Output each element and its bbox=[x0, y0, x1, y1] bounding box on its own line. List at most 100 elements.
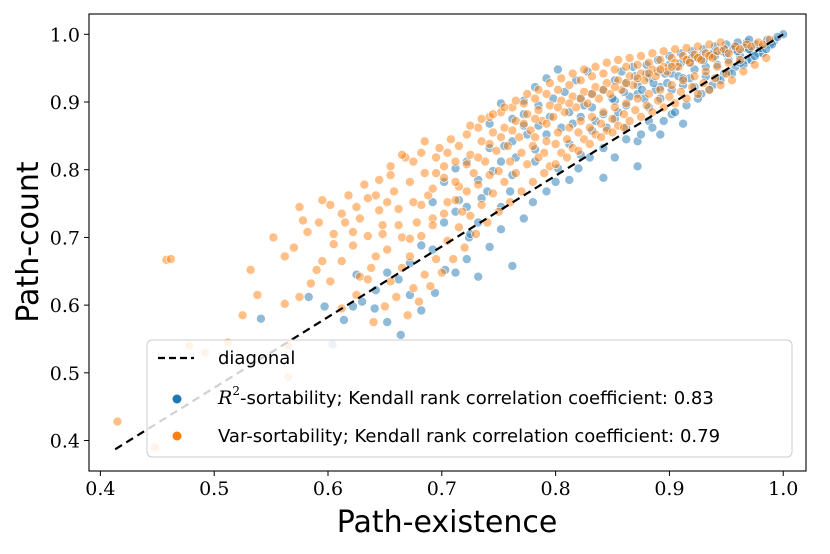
data-point bbox=[670, 107, 680, 117]
data-point bbox=[450, 177, 461, 187]
data-point bbox=[655, 129, 666, 140]
data-point bbox=[550, 139, 561, 149]
data-point bbox=[252, 290, 263, 300]
data-point bbox=[454, 222, 464, 233]
data-point bbox=[425, 281, 436, 292]
data-point bbox=[416, 200, 427, 210]
data-point bbox=[636, 112, 646, 122]
data-point bbox=[621, 98, 632, 109]
data-point bbox=[712, 62, 723, 72]
y-axis-label: Path-count bbox=[11, 161, 46, 323]
y-axis-ticks: 0.4 0.5 0.6 0.7 0.8 0.9 1.0 bbox=[50, 24, 89, 453]
data-point bbox=[596, 118, 606, 129]
data-point bbox=[707, 53, 718, 63]
data-point bbox=[525, 125, 536, 136]
data-point bbox=[564, 175, 575, 185]
data-point bbox=[647, 48, 658, 59]
legend-r2-text: -sortability; Kendall rank correlation c… bbox=[240, 388, 714, 409]
data-point bbox=[496, 224, 506, 235]
x-tick-label: 1.0 bbox=[768, 478, 798, 500]
data-point bbox=[539, 168, 550, 178]
data-point bbox=[528, 197, 538, 207]
data-point bbox=[496, 132, 506, 142]
data-point bbox=[624, 53, 635, 63]
data-point bbox=[359, 179, 370, 190]
data-point bbox=[609, 82, 620, 92]
data-point bbox=[484, 170, 495, 180]
data-point bbox=[454, 141, 464, 151]
data-point bbox=[658, 116, 669, 126]
data-point bbox=[459, 242, 470, 253]
data-point bbox=[553, 85, 563, 95]
data-point bbox=[431, 254, 441, 264]
data-point bbox=[587, 112, 597, 122]
data-point bbox=[632, 93, 643, 104]
data-point bbox=[548, 112, 559, 122]
data-point bbox=[658, 46, 669, 57]
data-point bbox=[370, 190, 381, 201]
data-point bbox=[289, 242, 299, 253]
data-point bbox=[408, 156, 419, 167]
data-point bbox=[573, 163, 584, 174]
data-point bbox=[550, 177, 561, 187]
data-point bbox=[704, 85, 715, 95]
data-point bbox=[499, 102, 510, 113]
data-point bbox=[368, 317, 379, 327]
data-point bbox=[630, 105, 641, 115]
data-point bbox=[336, 208, 347, 219]
data-point bbox=[279, 251, 290, 262]
data-point bbox=[514, 132, 525, 142]
data-point bbox=[319, 301, 330, 312]
data-point bbox=[268, 232, 279, 243]
data-point bbox=[499, 122, 510, 133]
data-point bbox=[510, 95, 521, 106]
data-point bbox=[559, 107, 570, 117]
data-point bbox=[541, 186, 552, 197]
data-point bbox=[351, 202, 362, 212]
data-point bbox=[518, 98, 529, 109]
data-point bbox=[393, 220, 404, 230]
legend-r2-symbol: R bbox=[217, 387, 232, 409]
data-point bbox=[348, 240, 358, 251]
data-point bbox=[476, 136, 487, 147]
x-tick-label: 0.5 bbox=[199, 478, 229, 500]
data-point bbox=[655, 85, 666, 95]
data-point bbox=[302, 227, 313, 237]
data-point bbox=[442, 197, 453, 207]
y-tick-label: 0.9 bbox=[50, 92, 80, 114]
data-point bbox=[621, 134, 632, 145]
data-point bbox=[647, 107, 658, 117]
data-points bbox=[112, 29, 789, 453]
data-point bbox=[641, 100, 652, 111]
data-point bbox=[473, 271, 484, 282]
data-point bbox=[431, 168, 441, 178]
data-point bbox=[624, 116, 635, 126]
data-point bbox=[632, 73, 643, 84]
data-point bbox=[461, 254, 472, 264]
data-point bbox=[488, 188, 498, 199]
legend-var-label: Var-sortability; Kendall rank correlatio… bbox=[218, 426, 720, 447]
data-point bbox=[664, 91, 675, 102]
data-point bbox=[461, 159, 472, 170]
data-point bbox=[678, 75, 688, 86]
data-point bbox=[533, 105, 544, 115]
data-point bbox=[545, 78, 555, 88]
data-point bbox=[735, 44, 745, 55]
x-axis-ticks: 0.4 0.5 0.6 0.7 0.8 0.9 1.0 bbox=[85, 471, 798, 500]
data-point bbox=[738, 66, 749, 77]
data-point bbox=[621, 62, 632, 72]
data-point bbox=[723, 57, 734, 68]
data-point bbox=[385, 170, 396, 180]
y-tick-label: 0.6 bbox=[50, 295, 80, 317]
data-point bbox=[411, 217, 422, 228]
data-point bbox=[644, 89, 654, 99]
data-point bbox=[488, 127, 498, 138]
data-point bbox=[530, 114, 540, 124]
data-point bbox=[749, 60, 760, 70]
data-point bbox=[488, 109, 498, 119]
data-point bbox=[644, 68, 654, 79]
data-point bbox=[439, 161, 449, 172]
data-point bbox=[484, 139, 495, 149]
data-point bbox=[340, 217, 350, 228]
data-point bbox=[377, 229, 388, 239]
